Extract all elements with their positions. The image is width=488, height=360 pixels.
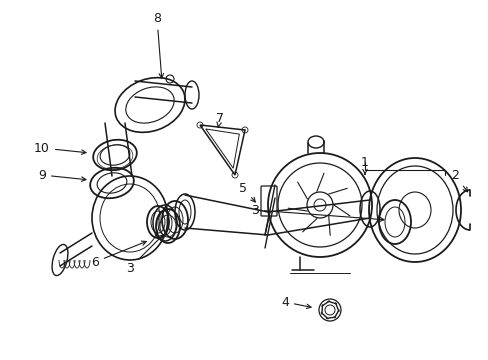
Text: 8: 8 <box>153 12 163 78</box>
Text: 6: 6 <box>91 241 146 269</box>
Text: 4: 4 <box>281 296 310 309</box>
Text: 5: 5 <box>239 181 255 202</box>
Text: 3: 3 <box>250 203 383 222</box>
Text: 10: 10 <box>34 141 86 154</box>
Text: 3: 3 <box>126 235 163 274</box>
Text: 7: 7 <box>216 112 224 127</box>
Text: 1: 1 <box>360 156 368 174</box>
Text: 9: 9 <box>38 168 86 181</box>
Text: 2: 2 <box>450 168 467 192</box>
